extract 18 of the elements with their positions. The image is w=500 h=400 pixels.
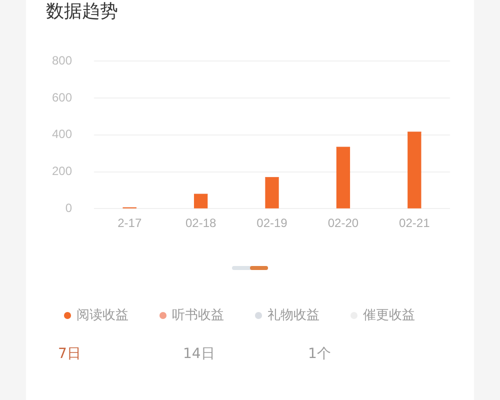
y-tick-label: 800	[52, 54, 72, 68]
y-tick-label: 0	[65, 200, 72, 215]
text: 7日	[58, 345, 81, 363]
x-tick-label: 02-20	[328, 216, 359, 230]
chart-title: 数据趋势	[46, 1, 118, 22]
y-tick-label: 200	[52, 164, 72, 178]
legend-label: 礼物收益	[268, 307, 320, 322]
x-tick-label: 02-18	[185, 216, 216, 230]
x-tick-label: 02-19	[256, 216, 288, 230]
legend-label: 催更收益	[363, 307, 415, 322]
x-tick-label: 02-21	[399, 216, 430, 230]
x-tick-label: 2-17	[118, 216, 142, 230]
y-tick-label: 600	[52, 90, 72, 104]
legend-label: 听书收益	[172, 307, 224, 322]
text: 14日	[183, 345, 215, 363]
text: 1个	[308, 345, 331, 363]
legend-label: 阅读收益	[76, 307, 128, 322]
y-tick-label: 400	[52, 127, 72, 142]
